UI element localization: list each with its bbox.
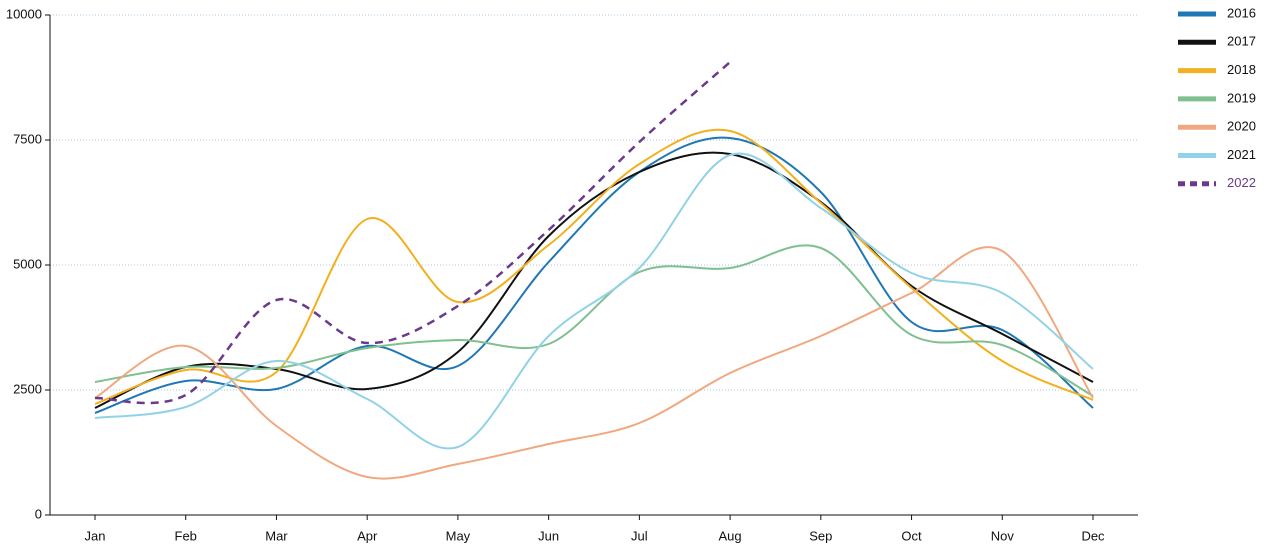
x-tick-label: Feb (175, 528, 197, 543)
series-line (94, 246, 1094, 480)
legend-label: 2019 (1227, 90, 1256, 105)
x-tick-label: Jun (538, 528, 559, 543)
legend-label: 2018 (1227, 62, 1256, 77)
x-tick-label: Jan (85, 528, 106, 543)
series-line (94, 128, 1094, 405)
y-tick-label: 2500 (13, 381, 42, 396)
legend-label: 2020 (1227, 119, 1256, 134)
x-tick-label: Mar (265, 528, 288, 543)
legend-label: 2017 (1227, 34, 1256, 49)
x-tick-label: Jul (631, 528, 648, 543)
x-tick-label: Sep (809, 528, 832, 543)
x-tick-label: Apr (357, 528, 378, 543)
series-line (94, 152, 1094, 450)
y-tick-label: 0 (35, 506, 42, 521)
x-tick-label: Oct (901, 528, 922, 543)
series-line (94, 136, 1094, 414)
series-line (94, 61, 731, 405)
y-tick-label: 5000 (13, 256, 42, 271)
x-tick-label: Nov (991, 528, 1015, 543)
legend-label: 2021 (1227, 147, 1256, 162)
x-tick-label: Aug (719, 528, 742, 543)
y-tick-label: 10000 (6, 6, 42, 21)
legend-label: 2022 (1227, 175, 1256, 190)
x-tick-label: Dec (1081, 528, 1105, 543)
x-tick-label: May (446, 528, 471, 543)
legend-label: 2016 (1227, 5, 1256, 20)
y-tick-label: 7500 (13, 131, 42, 146)
